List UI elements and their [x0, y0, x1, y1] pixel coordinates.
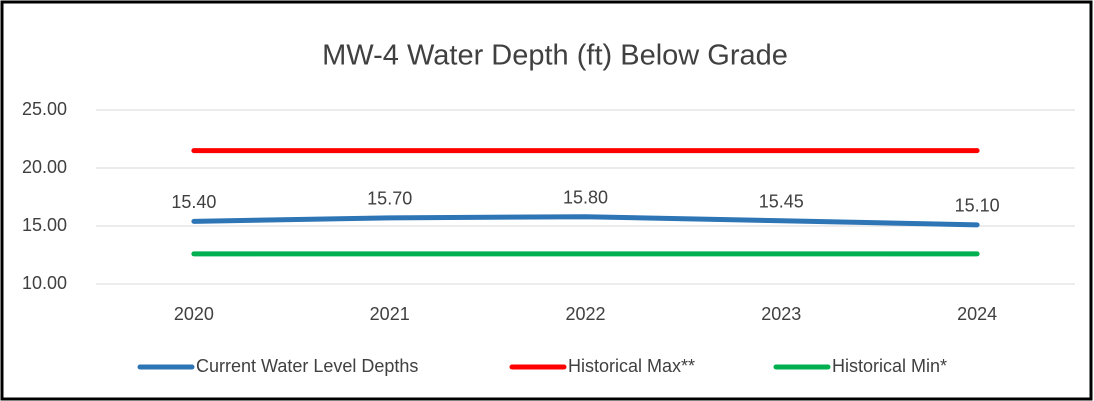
legend-label: Historical Min*	[832, 356, 947, 376]
legend-label: Current Water Level Depths	[196, 356, 418, 376]
y-tick-label: 20.00	[22, 157, 67, 177]
chart-title: MW-4 Water Depth (ft) Below Grade	[322, 40, 788, 72]
x-tick-label: 2020	[174, 304, 214, 324]
y-tick-label: 15.00	[22, 215, 67, 235]
data-label: 15.10	[955, 196, 1000, 216]
x-tick-label: 2021	[370, 304, 410, 324]
y-tick-label: 10.00	[22, 273, 67, 293]
data-label: 15.40	[171, 192, 216, 212]
data-label: 15.45	[759, 192, 804, 212]
legend-label: Historical Max**	[568, 356, 695, 376]
x-tick-label: 2023	[761, 304, 801, 324]
series-line	[191, 214, 980, 228]
data-label: 15.70	[367, 189, 412, 209]
x-tick-label: 2024	[957, 304, 997, 324]
x-tick-label: 2022	[565, 304, 605, 324]
data-label: 15.80	[563, 187, 608, 207]
y-tick-label: 25.00	[22, 99, 67, 119]
